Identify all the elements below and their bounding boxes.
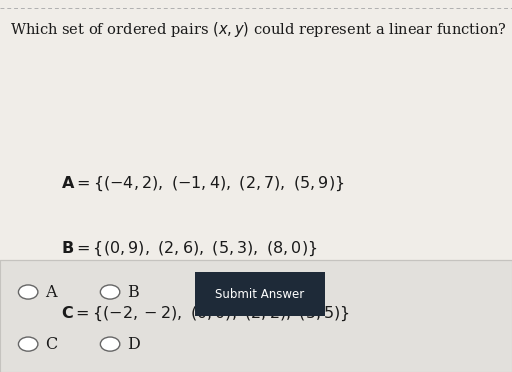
Text: $\mathbf{D} = \{(-4, -6),\ (0, -5),\ (4, -3),\ (8, -1)\}$: $\mathbf{D} = \{(-4, -6),\ (0, -5),\ (4,… <box>61 370 411 372</box>
Text: Which set of ordered pairs $(x, y)$ could represent a linear function?: Which set of ordered pairs $(x, y)$ coul… <box>10 20 507 39</box>
Circle shape <box>18 285 38 299</box>
Circle shape <box>18 337 38 351</box>
Circle shape <box>100 337 120 351</box>
Circle shape <box>100 285 120 299</box>
Text: A: A <box>46 283 57 301</box>
Text: $\mathbf{A} = \{(-4, 2),\ (-1, 4),\ (2, 7),\ (5, 9)\}$: $\mathbf{A} = \{(-4, 2),\ (-1, 4),\ (2, … <box>61 175 345 193</box>
FancyBboxPatch shape <box>195 272 325 316</box>
Text: D: D <box>127 336 140 353</box>
FancyBboxPatch shape <box>0 260 512 372</box>
Text: B: B <box>127 283 139 301</box>
Text: Submit Answer: Submit Answer <box>215 288 305 301</box>
Text: $\mathbf{C} = \{(-2, -2),\ (0, 0),\ (2, 2),\ (5, 5)\}$: $\mathbf{C} = \{(-2, -2),\ (0, 0),\ (2, … <box>61 305 351 323</box>
Text: $\mathbf{B} = \{(0, 9),\ (2, 6),\ (5, 3),\ (8, 0)\}$: $\mathbf{B} = \{(0, 9),\ (2, 6),\ (5, 3)… <box>61 240 318 258</box>
Text: C: C <box>46 336 58 353</box>
